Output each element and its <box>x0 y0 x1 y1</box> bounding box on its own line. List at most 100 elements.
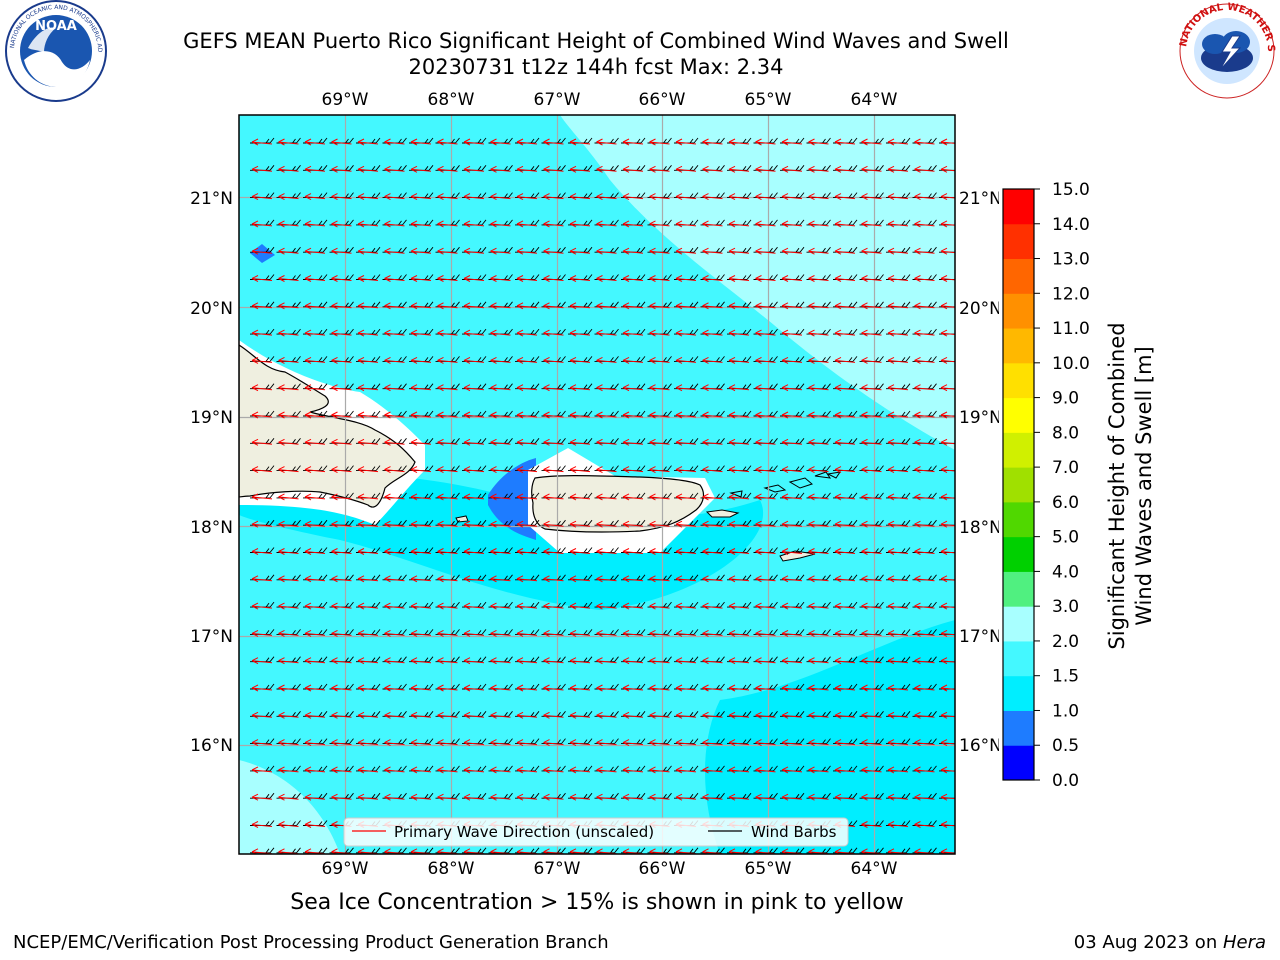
wave-direction-arrow <box>569 493 591 501</box>
wave-direction-arrow <box>702 739 723 747</box>
wave-direction-arrow <box>490 657 511 665</box>
wave-direction-arrow <box>808 220 829 228</box>
wave-direction-arrow <box>728 766 750 774</box>
lon-label-top: 69°W <box>322 90 369 110</box>
wave-direction-arrow <box>437 793 458 801</box>
wave-direction-arrow <box>914 548 935 555</box>
wave-direction-arrow <box>702 684 723 692</box>
wave-direction-arrow <box>834 493 856 501</box>
wave-direction-arrow <box>357 275 379 282</box>
wave-direction-arrow <box>569 193 591 201</box>
wave-direction-arrow <box>596 247 617 255</box>
wave-direction-arrow <box>331 247 352 255</box>
puerto-rico-landmass <box>531 475 705 533</box>
wave-direction-arrow <box>622 602 644 610</box>
wave-direction-arrow <box>940 711 955 719</box>
wave-direction-arrow <box>940 629 955 637</box>
wave-direction-arrow <box>834 739 856 747</box>
wave-direction-arrow <box>463 548 485 555</box>
wave-direction-arrow <box>278 384 299 392</box>
wave-direction-arrow <box>331 657 352 665</box>
wave-direction-arrow <box>675 493 697 501</box>
colorbar-block <box>1003 536 1034 572</box>
wave-direction-arrow <box>861 329 882 337</box>
wave-direction-arrow <box>543 438 564 446</box>
colorbar-block <box>1003 501 1034 538</box>
wave-direction-arrow <box>516 739 538 747</box>
wave-direction-arrow <box>675 411 697 419</box>
colorbar-label-line1: Significant Height of Combined <box>1105 322 1129 649</box>
wave-direction-arrow <box>649 629 670 637</box>
colorbar-tick-label: 8.0 <box>1052 423 1079 443</box>
wave-direction-arrow <box>702 520 723 528</box>
wave-direction-arrow <box>755 520 776 528</box>
wave-direction-arrow <box>304 411 326 419</box>
wave-direction-arrow <box>410 466 432 474</box>
wave-direction-arrow <box>861 438 882 446</box>
wave-direction-arrow <box>649 657 670 665</box>
wave-direction-arrow <box>755 657 776 665</box>
wave-direction-arrow <box>251 821 273 828</box>
wave-direction-arrow <box>463 766 485 774</box>
wave-direction-arrow <box>331 193 352 201</box>
wave-direction-arrow <box>384 138 405 146</box>
lat-label-left: 21°N <box>190 189 233 209</box>
wave-direction-arrow <box>596 275 617 282</box>
wave-direction-arrow <box>702 493 723 501</box>
wave-direction-arrow <box>596 165 617 173</box>
wave-direction-arrow <box>331 684 352 692</box>
colorbar-label-line2: Wind Waves and Swell [m] <box>1132 346 1156 626</box>
wave-direction-arrow <box>569 356 591 364</box>
wave-direction-arrow <box>437 548 458 555</box>
wave-direction-arrow <box>251 247 273 255</box>
wave-direction-arrow <box>304 793 326 801</box>
wave-direction-arrow <box>384 520 405 528</box>
wave-direction-arrow <box>755 356 776 364</box>
wave-direction-arrow <box>251 302 273 310</box>
wave-direction-arrow <box>543 793 564 801</box>
colorbar-block <box>1003 745 1034 781</box>
wave-direction-arrow <box>887 356 909 364</box>
wave-direction-arrow <box>834 657 856 665</box>
wave-direction-arrow <box>463 411 485 419</box>
wave-direction-arrow <box>543 193 564 201</box>
wave-direction-arrow <box>940 657 955 665</box>
wave-direction-arrow <box>887 493 909 501</box>
wave-direction-arrow <box>516 548 538 555</box>
wave-direction-arrow <box>331 356 352 364</box>
wave-height-zone-high <box>560 115 955 450</box>
wave-direction-arrow <box>887 275 909 282</box>
wave-direction-arrow <box>781 793 803 801</box>
wave-direction-arrow <box>887 575 909 583</box>
wave-direction-arrow <box>278 821 299 828</box>
wave-direction-arrow <box>251 766 273 774</box>
wave-direction-arrow <box>516 193 538 201</box>
wave-direction-arrow <box>914 193 935 201</box>
wave-direction-arrow <box>410 793 432 801</box>
wave-direction-arrow <box>728 520 750 528</box>
wave-direction-arrow <box>543 711 564 719</box>
wave-direction-arrow <box>808 793 829 801</box>
wave-direction-arrow <box>728 575 750 583</box>
wave-direction-arrow <box>596 384 617 392</box>
wave-direction-arrow <box>251 684 273 692</box>
wave-direction-arrow <box>516 275 538 282</box>
wave-direction-arrow <box>861 220 882 228</box>
wave-direction-arrow <box>914 411 935 419</box>
wave-direction-arrow <box>490 247 511 255</box>
lon-label-top: 65°W <box>745 90 792 110</box>
wave-direction-arrow <box>357 657 379 665</box>
wave-direction-arrow <box>490 138 511 146</box>
wave-direction-arrow <box>437 739 458 747</box>
wave-direction-arrow <box>675 684 697 692</box>
wave-direction-arrow <box>622 466 644 474</box>
legend-wave-direction: Primary Wave Direction (unscaled) <box>394 823 654 841</box>
wave-direction-arrow <box>834 548 856 555</box>
wave-direction-arrow <box>437 193 458 201</box>
chart-title: GEFS MEAN Puerto Rico Significant Height… <box>183 29 1009 53</box>
wave-direction-arrow <box>384 275 405 282</box>
wave-direction-arrow <box>437 493 458 501</box>
wave-direction-arrow <box>675 766 697 774</box>
wave-direction-arrow <box>437 766 458 774</box>
wave-direction-arrow <box>516 302 538 310</box>
